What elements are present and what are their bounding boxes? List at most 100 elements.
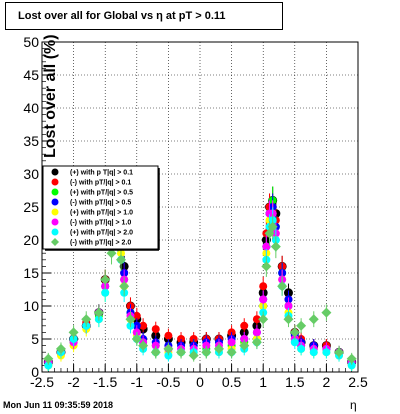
legend-box [42,165,159,250]
y-ticks: 0 5 10 15 20 25 30 35 40 45 50 [23,34,51,380]
y-axis-label: Lost over all (%) [42,34,59,158]
x-ticks: -2.5 -2 -1.5 -1 -0.5 0 0.5 1 1.5 2 2.5 [30,364,368,390]
x-tick-label: 1 [259,374,267,390]
legend-entry: (+) with pT/|q| > 2.0 [51,228,133,237]
data-point [100,274,111,285]
data-point [68,327,79,338]
data-point [226,347,237,358]
data-point [202,341,211,350]
data-point [132,311,141,320]
y-tick-label: 20 [23,232,39,248]
data-point [138,340,149,351]
data-point [213,343,224,354]
x-tick-label: 2.5 [348,374,368,390]
data-point [139,321,148,330]
data-point [252,328,261,337]
data-point [151,325,160,334]
data-point [283,314,294,325]
y-tick-label: 30 [23,166,39,182]
legend-entry: (-) with pT/|q| > 0.5 [51,198,131,207]
x-tick-label: 0 [196,374,204,390]
legend-label: (-) with pT/|q| > 0.1 [70,180,131,187]
y-tick-label: 5 [31,331,39,347]
data-point [259,295,268,304]
x-tick-label: -1 [131,374,144,390]
data-point [251,337,262,348]
x-tick-label: -1.5 [93,374,117,390]
data-point [259,282,268,291]
data-point [227,338,236,347]
data-point [43,353,54,364]
data-point [164,331,173,340]
x-tick-label: -0.5 [156,374,180,390]
data-point [270,241,281,252]
x-tick-label: 0.5 [222,374,242,390]
legend-marker [51,188,59,196]
data-point [296,320,307,331]
data-point [164,351,173,360]
y-tick-label: 40 [23,100,39,116]
legend-entry: (-) with pT/|q| > 2.0 [51,238,131,247]
data-point [150,347,161,358]
data-point [284,302,293,310]
chart-title: Lost over all for Global vs η at pT > 0.… [5,2,283,30]
data-point [347,361,356,370]
data-point [163,343,174,354]
legend-label: (-) with pT/|q| > 1.0 [70,220,131,227]
legend-label: (+) with pT/|q| > 1.0 [70,210,133,217]
y-tick-label: 10 [23,298,39,314]
data-point [176,347,187,358]
data-point [55,343,66,354]
data-point [261,261,272,272]
data-point [297,344,306,353]
data-point [240,321,249,330]
data-point [201,347,212,358]
data-point [119,281,130,292]
legend-entry: (+) with pT/|q| > 1.0 [51,208,133,217]
legend-marker [51,228,59,236]
legend-marker [51,168,59,176]
y-tick-label: 35 [23,133,39,149]
legend-entry: (+) with p T|q| > 0.1 [51,168,133,177]
x-tick-label: -2 [67,374,80,390]
legend-marker [51,238,59,246]
series-8 [43,207,357,365]
data-point [93,307,104,318]
legend-label: (-) with pT/|q| > 0.5 [70,200,131,207]
data-point [44,361,53,370]
legend-label: (+) with pT/|q| > 2.0 [70,230,133,237]
data-point [334,347,345,358]
legend-marker [51,208,59,216]
data-point [81,314,92,325]
y-tick-label: 25 [23,199,39,215]
timestamp: Mon Jun 11 09:35:59 2018 [3,400,114,410]
y-tick-label: 45 [23,67,39,83]
data-point [289,327,300,338]
legend-marker [51,178,59,186]
data-point [308,314,319,325]
data-point [239,340,250,351]
x-tick-label: -2.5 [30,374,54,390]
data-point [290,338,299,347]
legend-entry: (-) with pT/|q| > 0.1 [51,178,131,187]
data-point [188,350,199,361]
data-point [252,315,261,324]
data-point [267,221,278,232]
legend-entry: (-) with pT/|q| > 1.0 [51,218,131,227]
y-tick-label: 15 [23,265,39,281]
data-point [125,314,136,325]
legend-marker [51,218,59,226]
data-point [258,314,269,325]
legend-label: (-) with pT/|q| > 2.0 [70,240,131,247]
data-point [277,281,288,292]
legend: (+) with p T|q| > 0.1 (-) with pT/|q| > 0… [42,165,160,251]
data-point [151,341,160,350]
x-tick-label: 1.5 [285,374,305,390]
y-tick-label: 0 [31,364,39,380]
data-point [262,242,271,251]
legend-marker [51,198,59,206]
data-point [131,334,142,344]
x-tick-label: 2 [323,374,331,390]
legend-label: (+) with pT/|q| > 0.5 [70,190,133,197]
